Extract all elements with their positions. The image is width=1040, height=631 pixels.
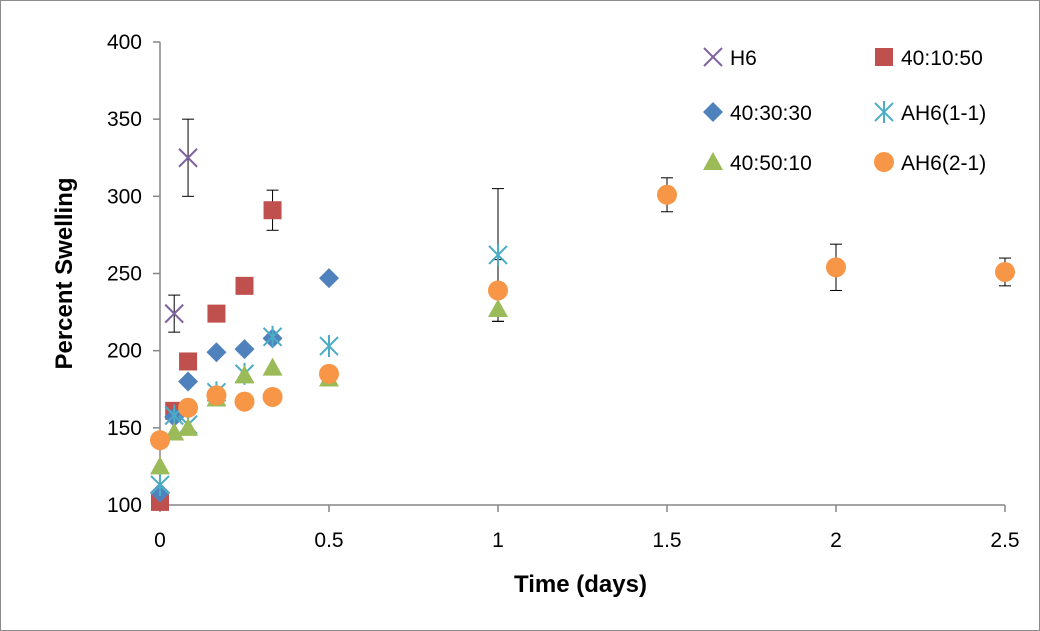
- data-point: [995, 261, 1015, 282]
- data-point: [206, 342, 227, 363]
- data-point: [319, 268, 339, 289]
- legend-label: H6: [730, 47, 757, 70]
- series-H6: [164, 148, 198, 324]
- legend-label: 40:10:50: [901, 47, 983, 70]
- legend-marker: [875, 48, 893, 66]
- data-point: [488, 298, 508, 317]
- y-tick-label: 100: [107, 494, 142, 517]
- data-point: [263, 201, 282, 220]
- data-point: [488, 243, 508, 266]
- data-point: [207, 304, 226, 323]
- y-tick-label: 200: [107, 340, 142, 363]
- x-tick-label: 0: [154, 529, 166, 552]
- legend-marker: [703, 102, 723, 122]
- y-tick-label: 300: [107, 185, 142, 208]
- legend-marker: [703, 47, 723, 67]
- data-point: [262, 325, 283, 348]
- y-tick-label: 150: [107, 417, 142, 440]
- legend-marker: [703, 152, 723, 170]
- data-point: [234, 339, 255, 360]
- series-40:50:10: [150, 298, 508, 475]
- data-point: [164, 422, 185, 441]
- data-point: [319, 363, 339, 384]
- y-tick-label: 350: [107, 108, 142, 131]
- legend-label: AH6(1-1): [901, 102, 986, 125]
- x-tick-label: 2: [830, 529, 842, 552]
- data-point: [150, 456, 170, 475]
- tick-labels: 100 150 200 250 300 350 400 0 0.5 1 1.5 2 2.5: [107, 31, 1020, 552]
- data-point: [178, 371, 199, 392]
- legend-item: 40:10:50: [875, 47, 983, 70]
- data-point: [178, 397, 199, 418]
- legend-marker: [874, 101, 894, 123]
- x-tick-label: 1.5: [652, 529, 681, 552]
- error-bars: [168, 118, 1011, 333]
- data-point: [262, 357, 283, 376]
- x-tick-label: 2.5: [990, 529, 1019, 552]
- legend-item: 40:30:30: [703, 102, 812, 125]
- data-markers: [150, 148, 1015, 511]
- data-point: [234, 391, 255, 412]
- data-point: [262, 386, 283, 407]
- data-point: [826, 257, 846, 278]
- data-point: [150, 473, 170, 496]
- data-point: [150, 430, 170, 451]
- x-tick-label: 1: [492, 529, 504, 552]
- legend: H6 40:10:50 40:30:30 AH6(1-1) 40:50:10 AH6(2-…: [703, 47, 986, 175]
- data-point: [206, 385, 227, 406]
- series-40:30:30: [150, 268, 339, 503]
- legend-item: 40:50:10: [703, 152, 812, 175]
- data-point: [178, 148, 198, 168]
- y-tick-label: 400: [107, 31, 142, 54]
- y-tick-label: 250: [107, 263, 142, 286]
- data-point: [319, 335, 339, 358]
- data-point: [164, 303, 184, 324]
- y-axis-title: Percent Swelling: [51, 177, 78, 369]
- data-point: [235, 276, 254, 295]
- data-point: [178, 417, 199, 436]
- legend-label: 40:30:30: [730, 102, 812, 125]
- legend-label: 40:50:10: [730, 152, 812, 175]
- data-point: [488, 280, 508, 301]
- x-axis-title: Time (days): [514, 571, 647, 598]
- series-AH6(2-1): [150, 184, 1015, 451]
- axes: [159, 42, 1005, 506]
- x-tick-label: 0.5: [314, 529, 343, 552]
- data-point: [657, 184, 677, 205]
- legend-marker: [874, 152, 894, 172]
- legend-item: AH6(2-1): [874, 152, 986, 175]
- data-point: [179, 352, 198, 371]
- data-point: [234, 365, 255, 384]
- legend-item: AH6(1-1): [874, 101, 986, 125]
- legend-label: AH6(2-1): [901, 152, 986, 175]
- legend-item: H6: [703, 47, 757, 70]
